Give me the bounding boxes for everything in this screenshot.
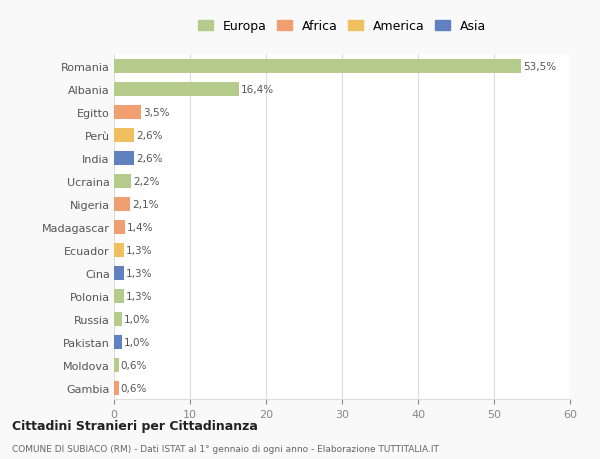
Text: 2,2%: 2,2% [133,176,160,186]
Text: 0,6%: 0,6% [121,360,147,370]
Text: 53,5%: 53,5% [523,62,556,72]
Bar [114,243,124,257]
Bar [114,312,122,326]
Bar [114,266,124,280]
Text: 0,6%: 0,6% [121,383,147,393]
Text: 1,3%: 1,3% [126,291,152,301]
Text: 2,1%: 2,1% [132,199,159,209]
Bar [114,60,521,73]
Bar [114,220,125,234]
Bar [114,197,130,211]
Bar [114,335,122,349]
Bar [114,358,119,372]
Text: 1,0%: 1,0% [124,314,150,324]
Text: 1,3%: 1,3% [126,245,152,255]
Bar [114,174,131,188]
Text: 2,6%: 2,6% [136,130,163,140]
Bar [114,381,119,395]
Bar [114,129,134,142]
Bar [114,289,124,303]
Bar [114,151,134,165]
Text: 1,3%: 1,3% [126,268,152,278]
Text: 1,0%: 1,0% [124,337,150,347]
Legend: Europa, Africa, America, Asia: Europa, Africa, America, Asia [194,17,490,37]
Text: 1,4%: 1,4% [127,222,154,232]
Text: 3,5%: 3,5% [143,107,169,118]
Text: 16,4%: 16,4% [241,84,274,95]
Text: 2,6%: 2,6% [136,153,163,163]
Bar [114,106,140,119]
Text: COMUNE DI SUBIACO (RM) - Dati ISTAT al 1° gennaio di ogni anno - Elaborazione TU: COMUNE DI SUBIACO (RM) - Dati ISTAT al 1… [12,444,439,453]
Bar [114,83,239,96]
Text: Cittadini Stranieri per Cittadinanza: Cittadini Stranieri per Cittadinanza [12,419,258,432]
